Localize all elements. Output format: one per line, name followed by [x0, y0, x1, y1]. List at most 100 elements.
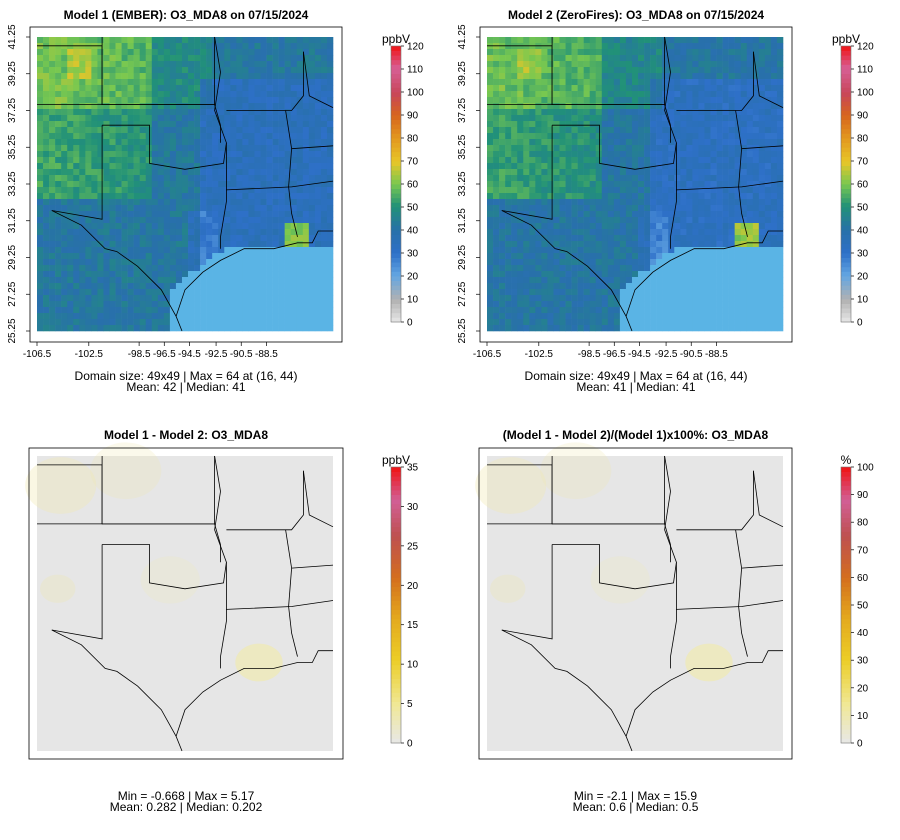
- map-boundary-6: [175, 230, 333, 317]
- heatmap-cell: [133, 91, 140, 98]
- heatmap-cell: [728, 61, 735, 68]
- heatmap-cell: [728, 307, 735, 314]
- heatmap-cell: [248, 235, 255, 242]
- heatmap-cell: [109, 103, 116, 110]
- heatmap-cell: [308, 169, 316, 176]
- heatmap-cell: [631, 103, 639, 110]
- heatmap-cell: [577, 199, 584, 206]
- heatmap-cell: [302, 253, 310, 260]
- heatmap-cell: [631, 139, 639, 146]
- heatmap-cell: [686, 79, 693, 86]
- heatmap-cell: [302, 193, 310, 200]
- heatmap-cell: [638, 175, 645, 182]
- heatmap-cell: [103, 151, 110, 158]
- heatmap-cell: [487, 103, 494, 110]
- heatmap-cell: [97, 301, 104, 308]
- heatmap-cell: [115, 307, 122, 314]
- y-tick-label: 33.25: [457, 171, 468, 196]
- heatmap-cell: [686, 151, 693, 158]
- heatmap-cell: [511, 325, 518, 332]
- heatmap-cell: [686, 97, 693, 104]
- heatmap-cell: [181, 37, 189, 44]
- heatmap-cell: [157, 55, 165, 62]
- heatmap-cell: [704, 265, 711, 272]
- heatmap-cell: [692, 235, 699, 242]
- heatmap-cell: [212, 217, 219, 224]
- heatmap-cell: [776, 37, 784, 44]
- heatmap-cell: [770, 67, 778, 74]
- heatmap-cell: [722, 73, 729, 80]
- heatmap-cell: [206, 85, 213, 92]
- heatmap-cell: [595, 283, 603, 290]
- heatmap-cell: [625, 319, 633, 326]
- heatmap-cell: [505, 97, 512, 104]
- heatmap-cell: [499, 235, 506, 242]
- heatmap-cell: [296, 79, 304, 86]
- heatmap-cell: [698, 103, 705, 110]
- heatmap-cell: [674, 199, 681, 206]
- heatmap-cell: [541, 247, 548, 254]
- heatmap-cell: [212, 169, 219, 176]
- heatmap-cell: [619, 181, 627, 188]
- heatmap-cell: [61, 205, 68, 212]
- heatmap-cell: [668, 235, 675, 242]
- heatmap-cell: [121, 259, 128, 266]
- heatmap-cell: [127, 229, 134, 236]
- heatmap-cell: [764, 139, 772, 146]
- heatmap-cell: [37, 151, 44, 158]
- heatmap-cell: [668, 37, 675, 44]
- heatmap-cell: [764, 193, 772, 200]
- heatmap-cell: [734, 133, 742, 140]
- heatmap-cell: [487, 205, 494, 212]
- heatmap-cell: [776, 109, 784, 116]
- heatmap-cell: [577, 43, 584, 50]
- heatmap-cell: [242, 307, 249, 314]
- heatmap-cell: [290, 109, 298, 116]
- heatmap-cell: [115, 271, 122, 278]
- heatmap-cell: [589, 259, 597, 266]
- heatmap-cell: [776, 295, 784, 302]
- heatmap-cell: [194, 91, 201, 98]
- heatmap-cell: [308, 91, 316, 98]
- heatmap-cell: [517, 61, 524, 68]
- heatmap-cell: [37, 265, 44, 272]
- heatmap-cell: [73, 121, 80, 128]
- heatmap-cell: [553, 187, 560, 194]
- heatmap-cell: [740, 151, 748, 158]
- heatmap-cell: [103, 205, 110, 212]
- heatmap-cell: [37, 97, 44, 104]
- heatmap-cell: [320, 205, 328, 212]
- heatmap-cell: [278, 211, 285, 218]
- heatmap-cell: [577, 271, 584, 278]
- heatmap-cell: [206, 217, 213, 224]
- heatmap-cell: [121, 271, 128, 278]
- stats-line-1: Domain size: 49x49 | Max = 64 at (16, 44…: [525, 369, 748, 383]
- heatmap-cell: [49, 325, 56, 332]
- heatmap-cell: [212, 151, 219, 158]
- colorbar-swatch: [391, 285, 401, 291]
- heatmap-cell: [326, 91, 334, 98]
- heatmap-cell: [764, 325, 772, 332]
- heatmap-cell: [97, 247, 104, 254]
- heatmap-cell: [752, 295, 760, 302]
- heatmap-cell: [242, 97, 249, 104]
- heatmap-cell: [97, 271, 104, 278]
- heatmap-cell: [97, 175, 104, 182]
- heatmap-cell: [272, 139, 279, 146]
- heatmap-cell: [710, 283, 717, 290]
- heatmap-cell: [272, 259, 279, 266]
- heatmap-cell: [613, 151, 621, 158]
- heatmap-cell: [91, 289, 98, 296]
- heatmap-cell: [85, 49, 92, 56]
- heatmap-cell: [43, 229, 50, 236]
- heatmap-cell: [43, 211, 50, 218]
- heatmap-cell: [589, 85, 597, 92]
- heatmap-cell: [613, 91, 621, 98]
- heatmap-cell: [212, 139, 219, 146]
- heatmap-cell: [601, 133, 609, 140]
- heatmap-cell: [326, 127, 334, 134]
- heatmap-cell: [680, 289, 687, 296]
- heatmap-cell: [740, 307, 748, 314]
- heatmap-cell: [314, 79, 322, 86]
- heatmap-cell: [601, 277, 609, 284]
